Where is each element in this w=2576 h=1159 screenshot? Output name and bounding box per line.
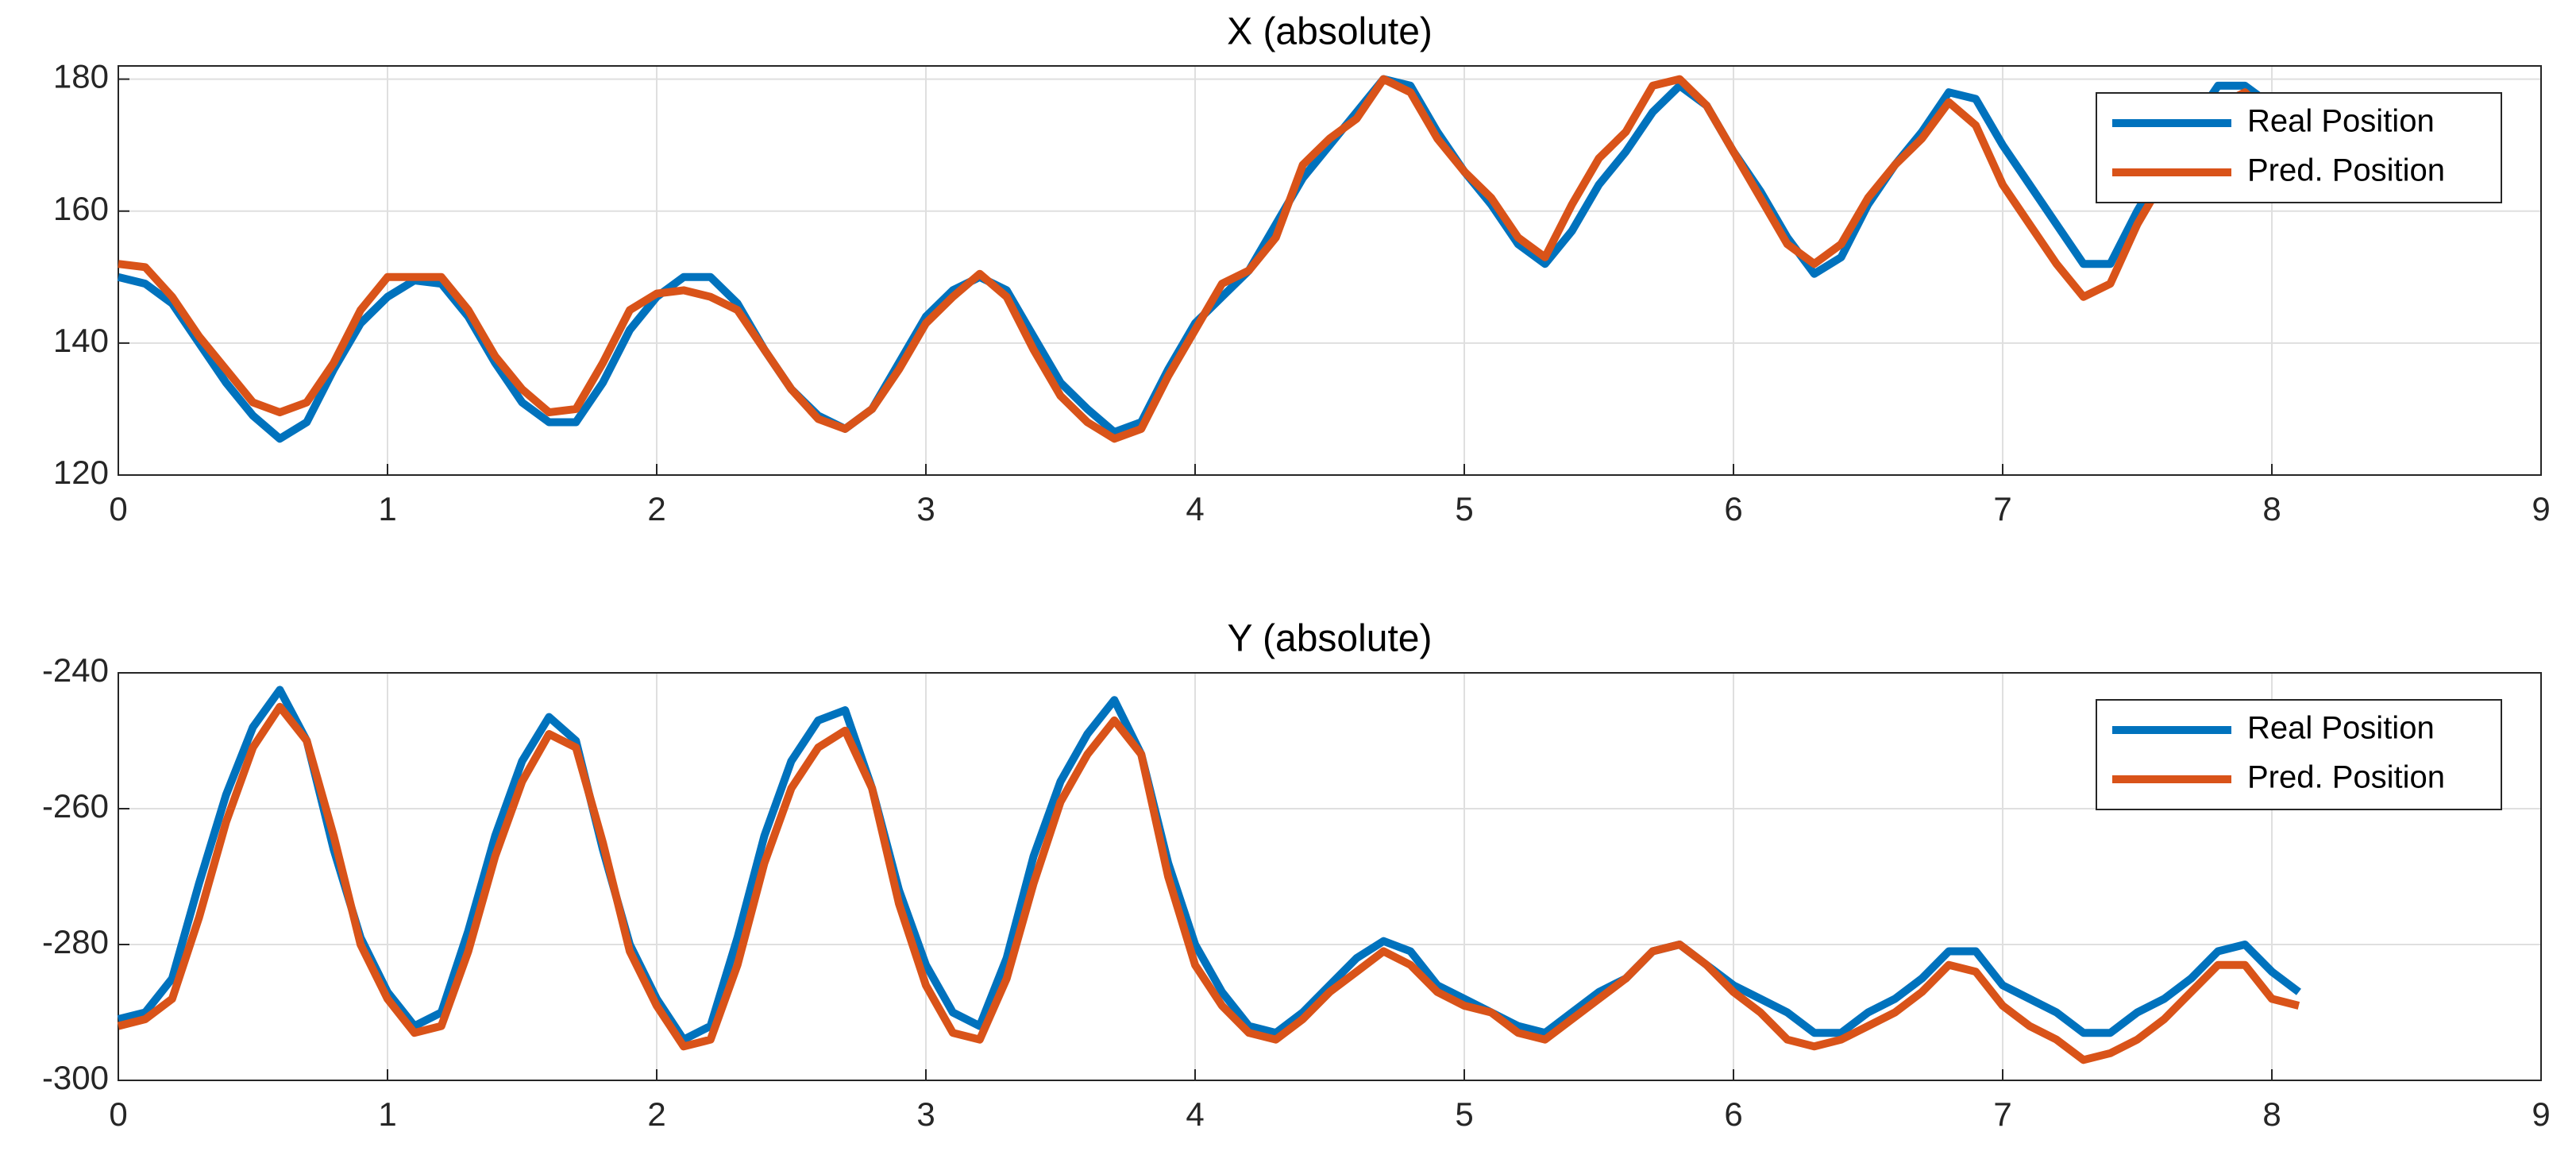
x-tick-label: 5 xyxy=(1455,490,1473,527)
x-tick-label: 4 xyxy=(1186,490,1204,527)
axes-box xyxy=(118,672,2542,1081)
y-tick-label: 140 xyxy=(53,322,109,359)
x-tick-label: 3 xyxy=(916,490,935,527)
y-tick-label: 120 xyxy=(53,454,109,491)
x-tick-label: 6 xyxy=(1724,1095,1742,1133)
series-line xyxy=(118,75,2302,443)
x-tick-label: 9 xyxy=(2532,1095,2550,1133)
x-tick-label: 4 xyxy=(1186,1095,1204,1133)
x-tick-label: 8 xyxy=(2262,1095,2281,1133)
x-tick-label: 1 xyxy=(378,490,396,527)
x-tick-label: 0 xyxy=(109,1095,127,1133)
y-tick-label: 160 xyxy=(53,190,109,227)
x-tick-label: 8 xyxy=(2262,490,2281,527)
series-line xyxy=(117,686,2301,1044)
x-tick-label: 7 xyxy=(1993,490,2011,527)
x-tick-label: 2 xyxy=(647,1095,665,1133)
y-tick-label: -240 xyxy=(42,651,109,689)
y-tick-label: 180 xyxy=(53,58,109,95)
y-tick-label: -280 xyxy=(42,923,109,960)
x-tick-label: 5 xyxy=(1455,1095,1473,1133)
y-tick-label: -300 xyxy=(42,1059,109,1096)
series-line xyxy=(117,702,2300,1064)
legend-label: Real Position xyxy=(2247,104,2435,139)
chart-title: Y (absolute) xyxy=(1228,618,1433,660)
x-tick-label: 3 xyxy=(916,1095,935,1133)
x-tick-label: 2 xyxy=(647,490,665,527)
chart-title: X (absolute) xyxy=(1227,11,1433,53)
legend-label: Real Position xyxy=(2247,711,2435,746)
legend-box xyxy=(2096,92,2502,203)
legend-box xyxy=(2096,699,2502,810)
x-tick-label: 7 xyxy=(1993,1095,2011,1133)
x-tick-label: 9 xyxy=(2532,490,2550,527)
legend-label: Pred. Position xyxy=(2247,760,2445,795)
x-tick-label: 1 xyxy=(378,1095,396,1133)
legend-label: Pred. Position xyxy=(2247,153,2445,188)
x-tick-label: 6 xyxy=(1724,490,1742,527)
x-tick-label: 0 xyxy=(109,490,127,527)
axes-box xyxy=(118,65,2542,476)
y-tick-label: -260 xyxy=(42,787,109,825)
